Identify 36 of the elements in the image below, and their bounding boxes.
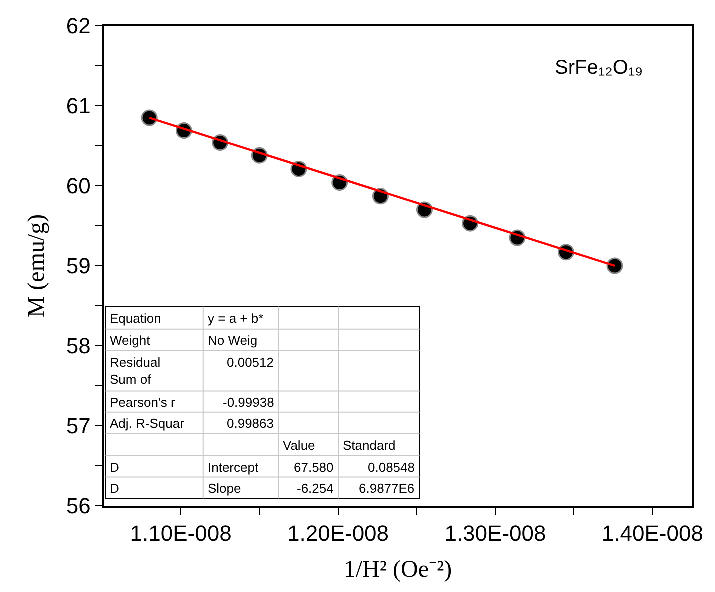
annotation: y = a + b*: [208, 311, 264, 326]
annotation: D: [110, 481, 120, 496]
annotation: 0.99863: [227, 416, 274, 431]
x-tick-label: 1.30E-008: [444, 521, 546, 546]
x-tick-label: 1.10E-008: [130, 521, 232, 546]
annotation: SrFe₁₂O₁₉: [555, 57, 644, 79]
point: [141, 110, 158, 126]
annotation: Equation: [110, 311, 162, 326]
annotation: D: [110, 460, 120, 475]
y-tick-label: 56: [66, 494, 91, 519]
y-tick-label: 57: [66, 414, 91, 439]
y-tick-label: 62: [66, 14, 91, 39]
y-axis-title: M (emu/g): [24, 214, 50, 318]
annotation: 6.9877E6: [359, 481, 415, 496]
y-tick-label: 58: [66, 334, 91, 359]
annotation: Pearson's r: [110, 395, 176, 410]
annotation: -0.99938: [223, 395, 274, 410]
annotation: Residual Sum of: [110, 355, 161, 387]
y-tick-label: 59: [66, 254, 91, 279]
annotation: 0.00512: [227, 355, 274, 370]
annotation: Intercept: [208, 460, 259, 475]
y-tick-label: 60: [66, 174, 91, 199]
annotation: Standard: [343, 438, 396, 453]
annotation: No Weig: [208, 333, 258, 348]
point: [606, 258, 624, 274]
x-axis-title: 1/H² (Oe⁻²): [344, 556, 452, 583]
annotation: Value: [283, 438, 316, 453]
annotation: Slope: [208, 481, 242, 496]
y-tick-label: 61: [66, 94, 91, 119]
x-tick-label: 1.20E-008: [287, 521, 390, 546]
annotation: 67.580: [294, 460, 334, 475]
x-tick-label: 1.40E-008: [602, 521, 704, 546]
annotation: Adj. R-Squar: [110, 416, 186, 431]
annotation: Weight: [110, 333, 151, 348]
annotation: -6.254: [297, 481, 334, 496]
annotation: 0.08548: [368, 460, 415, 475]
